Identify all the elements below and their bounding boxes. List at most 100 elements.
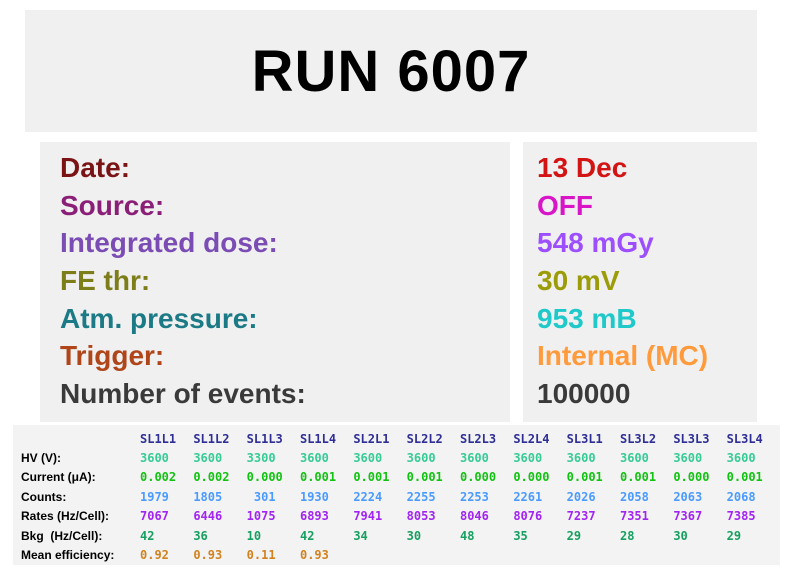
- cell-hv-v-sl1l2: 3600: [193, 451, 223, 466]
- cell-current-a-sl2l1: 0.001: [353, 470, 390, 485]
- cell-hv-v-sl3l3: 3600: [673, 451, 703, 466]
- info-label-date: Date:: [60, 152, 131, 183]
- column-header-sl1l3: SL1L3: [246, 431, 283, 446]
- table-row-counts: Counts: 1979 1805 301 1930 2224 2255 2253 2261 2…: [13, 487, 780, 506]
- column-header-sl2l4: SL2L4: [513, 431, 550, 446]
- cell-counts-sl3l4: 2068: [726, 489, 756, 504]
- info-label-source: Source:: [60, 189, 165, 221]
- cell-bkg-hz-cell-sl2l4: 35: [513, 528, 528, 543]
- cell-mean-efficiency-sl1l1: 0.92: [140, 548, 169, 563]
- column-header-sl1l1: SL1L1: [140, 431, 177, 446]
- cell-rates-hz-cell-sl2l2: 8053: [406, 509, 436, 524]
- row-label-counts: Counts:: [21, 489, 67, 504]
- cell-rates-hz-cell-sl3l2: 7351: [619, 509, 649, 524]
- row-label-current-a: Current (μA):: [21, 470, 96, 485]
- cell-mean-efficiency-sl1l3: 0.11: [246, 548, 276, 563]
- cell-rates-hz-cell-sl3l4: 7385: [726, 509, 756, 524]
- column-header-sl1l4: SL1L4: [299, 431, 337, 446]
- cell-bkg-hz-cell-sl3l4: 29: [726, 528, 742, 543]
- column-header-sl3l2: SL3L2: [619, 431, 657, 446]
- cell-bkg-hz-cell-sl2l2: 30: [406, 528, 422, 543]
- cell-bkg-hz-cell-sl2l1: 34: [353, 528, 368, 543]
- cell-current-a-sl3l4: 0.001: [726, 470, 763, 485]
- table-row-bkg-hz-cell: Bkg (Hz/Cell): 42 36 10 42 34 30 48 35 29 28 30 29: [13, 526, 780, 545]
- cell-current-a-sl3l2: 0.001: [619, 470, 657, 485]
- cell-hv-v-sl2l4: 3600: [513, 451, 543, 466]
- info-value-trigger: Internal (MC): [537, 340, 709, 372]
- row-label-hv-v: HV (V):: [21, 451, 61, 466]
- table-row-hv-v: HV (V): 3600 3600 3300 3600 3600 3600 3600 3600 3…: [13, 448, 780, 467]
- cell-counts-sl2l3: 2253: [459, 489, 489, 504]
- cell-counts-sl1l4: 1930: [299, 489, 329, 504]
- cell-bkg-hz-cell-sl1l4: 42: [299, 528, 315, 543]
- cell-current-a-sl1l2: 0.002: [193, 470, 230, 485]
- cell-current-a-sl3l1: 0.001: [566, 470, 603, 485]
- info-label-fe-thr: FE thr:: [60, 264, 151, 296]
- cell-bkg-hz-cell-sl3l1: 29: [566, 528, 582, 543]
- page-title: RUN 6007: [251, 38, 531, 104]
- cell-counts-sl3l3: 2063: [673, 489, 703, 504]
- cell-rates-hz-cell-sl3l3: 7367: [673, 509, 703, 524]
- layer-stats-table: SL1L1 SL1L2 SL1L3 SL1L4 SL2L1 SL2L2 SL2L3 SL2L4…: [13, 425, 780, 565]
- row-label-rates-hz-cell: Rates (Hz/Cell):: [21, 509, 110, 524]
- info-values-panel: 13 Dec OFF 548 mGy 30 mV 953 mB Internal (MC)…: [523, 142, 757, 422]
- cell-hv-v-sl3l4: 3600: [726, 451, 756, 466]
- cell-rates-hz-cell-sl1l3: 1075: [246, 509, 276, 524]
- cell-bkg-hz-cell-sl3l2: 28: [619, 528, 635, 543]
- cell-current-a-sl1l3: 0.000: [246, 470, 283, 485]
- cell-bkg-hz-cell-sl3l3: 30: [673, 528, 688, 543]
- cell-bkg-hz-cell-sl1l1: 42: [140, 528, 155, 543]
- column-header-sl3l4: SL3L4: [726, 431, 763, 446]
- cell-hv-v-sl2l3: 3600: [459, 451, 489, 466]
- cell-counts-sl3l1: 2026: [566, 489, 596, 504]
- info-label-integrated-dose: Integrated dose:: [60, 227, 278, 259]
- cell-rates-hz-cell-sl2l1: 7941: [353, 509, 383, 524]
- title-block: RUN 6007: [25, 10, 757, 132]
- info-value-source: OFF: [537, 189, 593, 221]
- cell-hv-v-sl3l2: 3600: [619, 451, 649, 466]
- cell-hv-v-sl1l3: 3300: [246, 451, 276, 466]
- cell-bkg-hz-cell-sl1l2: 36: [193, 528, 208, 543]
- info-label-atm-pressure: Atm. pressure:: [60, 302, 258, 334]
- cell-current-a-sl2l3: 0.000: [459, 470, 497, 485]
- cell-hv-v-sl2l2: 3600: [406, 451, 436, 466]
- cell-counts-sl1l3: 301: [246, 489, 276, 504]
- info-value-integrated-dose: 548 mGy: [537, 227, 654, 259]
- cell-hv-v-sl2l1: 3600: [353, 451, 383, 466]
- info-labels-panel: Date: Source: Integrated dose: FE thr: Atm. …: [40, 142, 510, 422]
- info-value-atm-pressure: 953 mB: [537, 302, 637, 334]
- column-header-sl1l2: SL1L2: [193, 431, 230, 446]
- cell-rates-hz-cell-sl3l1: 7237: [566, 509, 596, 524]
- column-header-sl3l1: SL3L1: [566, 431, 603, 446]
- column-header-sl3l3: SL3L3: [673, 431, 710, 446]
- cell-hv-v-sl1l1: 3600: [140, 451, 169, 466]
- cell-current-a-sl2l4: 0.000: [513, 470, 550, 485]
- info-value-date: 13 Dec: [537, 152, 628, 183]
- info-value-number-of-events: 100000: [537, 377, 631, 409]
- cell-rates-hz-cell-sl2l3: 8046: [459, 509, 489, 524]
- cell-counts-sl2l1: 2224: [353, 489, 383, 504]
- cell-current-a-sl2l2: 0.001: [406, 470, 443, 485]
- column-header-sl2l1: SL2L1: [353, 431, 390, 446]
- cell-counts-sl1l1: 1979: [140, 489, 169, 504]
- table-header-row: SL1L1 SL1L2 SL1L3 SL1L4 SL2L1 SL2L2 SL2L3 SL2L4…: [13, 429, 780, 448]
- cell-current-a-sl1l4: 0.001: [299, 470, 337, 485]
- cell-rates-hz-cell-sl1l1: 7067: [140, 509, 169, 524]
- info-label-trigger: Trigger:: [60, 340, 165, 372]
- column-header-sl2l3: SL2L3: [459, 431, 497, 446]
- table-row-current-a: Current (μA): 0.002 0.002 0.000 0.001 0.001 0.…: [13, 468, 780, 487]
- column-header-sl2l2: SL2L2: [406, 431, 443, 446]
- cell-rates-hz-cell-sl2l4: 8076: [513, 509, 543, 524]
- cell-counts-sl2l4: 2261: [513, 489, 543, 504]
- cell-current-a-sl1l1: 0.002: [140, 470, 177, 485]
- cell-counts-sl3l2: 2058: [619, 489, 649, 504]
- table-row-rates-hz-cell: Rates (Hz/Cell): 7067 6446 1075 6893 7941 8053…: [13, 507, 780, 526]
- cell-counts-sl1l2: 1805: [193, 489, 223, 504]
- cell-hv-v-sl1l4: 3600: [299, 451, 329, 466]
- cell-current-a-sl3l3: 0.000: [673, 470, 710, 485]
- row-label-mean-efficiency: Mean efficiency:: [21, 548, 115, 563]
- cell-hv-v-sl3l1: 3600: [566, 451, 596, 466]
- cell-rates-hz-cell-sl1l4: 6893: [299, 509, 329, 524]
- cell-rates-hz-cell-sl1l2: 6446: [193, 509, 223, 524]
- cell-mean-efficiency-sl1l4: 0.93: [299, 548, 329, 563]
